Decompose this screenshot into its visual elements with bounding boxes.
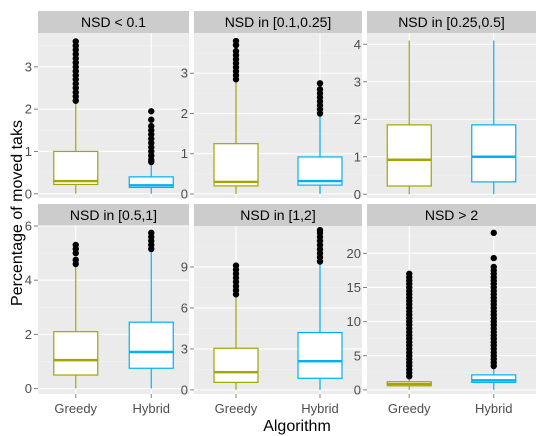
facet-strip-label: NSD < 0.1 bbox=[81, 14, 146, 30]
outlier-point bbox=[316, 86, 324, 93]
boxplot-hybrid bbox=[128, 108, 174, 194]
facet-panel: NSD in [1,2] 0 3 6 9 Greedy Hybrid bbox=[181, 204, 362, 416]
y-tick-label: 0 bbox=[354, 187, 361, 202]
facet-panel: NSD > 2 0 5 10 15 20 Greedy Hybrid bbox=[347, 204, 536, 416]
outlier-point bbox=[232, 47, 240, 55]
y-tick-label: 4 bbox=[354, 37, 361, 52]
facet-panel: NSD in [0.25,0.5] 0 1 2 3 4 bbox=[354, 11, 536, 202]
outlier-point bbox=[232, 262, 240, 269]
outlier-point bbox=[316, 80, 324, 87]
y-tick-label: 6 bbox=[25, 219, 32, 234]
facet-panel: NSD < 0.1 0 1 2 3 bbox=[25, 11, 189, 201]
facet-strip bbox=[38, 11, 189, 33]
box-iqr bbox=[471, 374, 517, 383]
outlier-point bbox=[490, 263, 497, 271]
facet-strip-label: NSD in [0.5,1] bbox=[70, 207, 157, 223]
y-tick-label: 20 bbox=[347, 246, 361, 261]
y-tick-label: 3 bbox=[181, 341, 188, 356]
boxplot-hybrid bbox=[471, 229, 517, 390]
outlier-point bbox=[72, 38, 79, 45]
facet-strip bbox=[367, 11, 536, 33]
box-iqr bbox=[53, 150, 99, 186]
outlier-point bbox=[232, 37, 240, 45]
outlier-point bbox=[316, 226, 324, 234]
facet-strip bbox=[367, 204, 536, 226]
facet-strip-label: NSD in [1,2] bbox=[240, 207, 315, 223]
y-tick-label: 0 bbox=[181, 382, 188, 397]
facet-panel: NSD in [0.1,0.25] 0 1 2 3 bbox=[181, 11, 362, 201]
boxplot-greedy bbox=[53, 241, 99, 389]
x-tick-label: Greedy bbox=[388, 401, 431, 416]
y-tick-label: 10 bbox=[347, 314, 361, 329]
x-tick-label: Hybrid bbox=[475, 401, 513, 416]
y-tick-label: 0 bbox=[25, 186, 32, 201]
box-iqr bbox=[471, 124, 517, 183]
outlier-point bbox=[148, 122, 155, 130]
boxplot-hybrid bbox=[128, 229, 174, 389]
x-axis-title: Algorithm bbox=[263, 418, 331, 435]
box-iqr bbox=[297, 331, 343, 379]
boxplot-greedy bbox=[53, 38, 99, 194]
y-tick-label: 1 bbox=[181, 146, 188, 161]
outlier-point bbox=[406, 270, 413, 278]
facet-strip bbox=[38, 204, 189, 226]
y-tick-label: 0 bbox=[181, 186, 188, 201]
y-tick-label: 0 bbox=[25, 381, 32, 396]
panel-background bbox=[367, 226, 536, 394]
outlier-point bbox=[148, 229, 155, 236]
boxplot-greedy bbox=[213, 37, 259, 194]
facet-panel: NSD in [0.5,1] 0 2 4 6 Greedy Hybrid bbox=[25, 204, 189, 416]
y-tick-label: 15 bbox=[347, 280, 361, 295]
y-tick-label: 1 bbox=[354, 149, 361, 164]
box-iqr bbox=[386, 124, 432, 187]
y-tick-label: 9 bbox=[181, 259, 188, 274]
y-tick-label: 2 bbox=[25, 327, 32, 342]
y-tick-label: 2 bbox=[354, 112, 361, 127]
facet-strip-label: NSD in [0.1,0.25] bbox=[225, 14, 332, 30]
y-tick-label: 0 bbox=[354, 382, 361, 397]
facet-strip bbox=[194, 204, 362, 226]
outlier-point bbox=[72, 241, 79, 249]
facet-strip-label: NSD in [0.25,0.5] bbox=[398, 14, 505, 30]
facet-strip-label: NSD > 2 bbox=[425, 207, 479, 223]
outlier-point bbox=[490, 229, 497, 237]
outlier-point bbox=[148, 108, 155, 115]
y-tick-label: 2 bbox=[181, 106, 188, 121]
boxplot-greedy bbox=[213, 262, 259, 390]
x-tick-label: Greedy bbox=[215, 401, 258, 416]
y-tick-label: 1 bbox=[25, 144, 32, 159]
facet-strip bbox=[194, 11, 362, 33]
y-tick-label: 3 bbox=[181, 66, 188, 81]
y-tick-label: 3 bbox=[354, 74, 361, 89]
box-iqr bbox=[213, 143, 259, 187]
x-tick-label: Hybrid bbox=[132, 401, 170, 416]
outlier-point bbox=[148, 116, 155, 123]
x-tick-label: Greedy bbox=[54, 401, 97, 416]
box-iqr bbox=[128, 176, 174, 189]
y-tick-label: 4 bbox=[25, 273, 32, 288]
y-tick-label: 3 bbox=[25, 59, 32, 74]
boxplot-hybrid bbox=[297, 80, 343, 194]
box-iqr bbox=[53, 331, 99, 376]
y-axis-title: Percentage of moved taks bbox=[9, 120, 26, 306]
y-tick-label: 5 bbox=[354, 348, 361, 363]
outlier-point bbox=[72, 256, 79, 264]
boxplot-hybrid bbox=[297, 226, 343, 390]
box-iqr bbox=[128, 321, 174, 369]
boxplot-greedy bbox=[386, 270, 432, 390]
box-iqr bbox=[213, 347, 259, 383]
y-tick-label: 2 bbox=[25, 102, 32, 117]
boxplot-greedy bbox=[386, 40, 432, 195]
outlier-point bbox=[490, 254, 497, 262]
x-tick-label: Hybrid bbox=[301, 401, 339, 416]
y-tick-label: 6 bbox=[181, 300, 188, 315]
boxplot-hybrid bbox=[471, 40, 517, 195]
